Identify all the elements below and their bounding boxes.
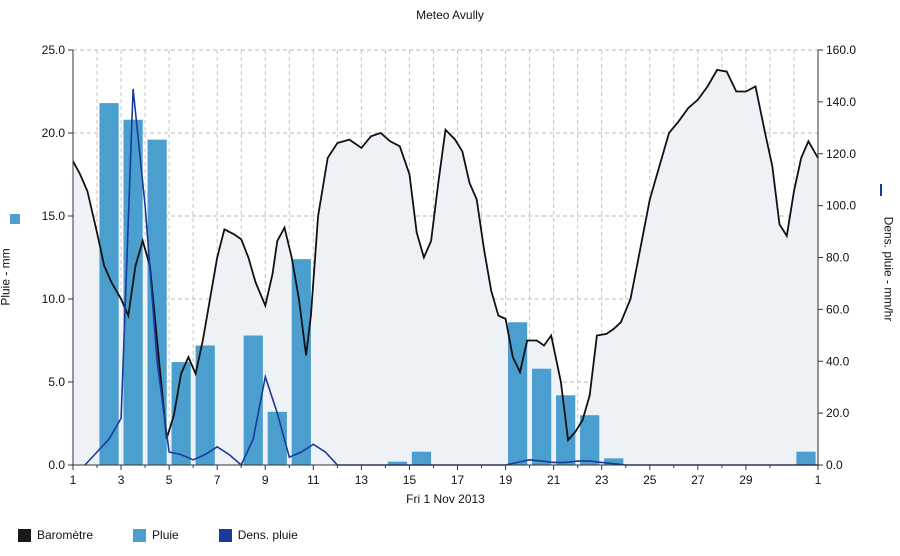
legend-swatch-dens-pluie bbox=[218, 528, 232, 542]
x-tick-label: 13 bbox=[355, 473, 369, 487]
legend-label-dens-pluie: Dens. pluie bbox=[237, 528, 298, 542]
y-axis-left-label: Pluie - mm bbox=[0, 248, 13, 306]
y-left-tick-label: 0.0 bbox=[48, 458, 65, 472]
pluie-bar bbox=[556, 395, 576, 465]
pluie-bar bbox=[243, 335, 263, 465]
pluie-bar bbox=[796, 451, 816, 465]
y-right-tick-label: 140.0 bbox=[826, 95, 856, 109]
x-tick-label: 9 bbox=[262, 473, 269, 487]
x-tick-label: 23 bbox=[595, 473, 609, 487]
x-tick-label: 1 bbox=[815, 473, 822, 487]
y-right-tick-label: 0.0 bbox=[826, 458, 843, 472]
x-tick-label: 7 bbox=[214, 473, 221, 487]
legend-swatch-pluie bbox=[133, 528, 147, 542]
legend-item-dens-pluie[interactable]: Dens. pluie bbox=[218, 528, 298, 542]
x-tick-label: 21 bbox=[547, 473, 561, 487]
series-lines bbox=[72, 68, 819, 467]
right-axis-series-marker bbox=[880, 184, 882, 196]
pluie-bar bbox=[195, 345, 215, 465]
legend-label-pluie: Pluie bbox=[152, 528, 179, 542]
x-tick-label: 11 bbox=[307, 473, 320, 487]
pluie-bar bbox=[99, 103, 119, 466]
x-tick-label: 25 bbox=[643, 473, 657, 487]
x-tick-label: 1 bbox=[70, 473, 77, 487]
pluie-bar bbox=[267, 411, 287, 465]
y-right-tick-label: 60.0 bbox=[826, 302, 850, 316]
x-tick-label: 5 bbox=[166, 473, 173, 487]
pluie-bar bbox=[171, 362, 191, 465]
pluie-bar bbox=[387, 461, 408, 465]
chart-title: Meteo Avully bbox=[416, 8, 484, 22]
barometre-line bbox=[72, 68, 819, 443]
legend-swatch-barometre bbox=[18, 528, 31, 542]
x-tick-label: 19 bbox=[499, 473, 513, 487]
y-left-tick-label: 10.0 bbox=[42, 292, 66, 306]
legend: Baromètre Pluie Dens. pluie bbox=[18, 528, 338, 542]
pluie-bar bbox=[291, 259, 311, 465]
pluie-bar bbox=[411, 451, 432, 465]
legend-item-pluie[interactable]: Pluie bbox=[133, 528, 179, 542]
y-left-tick-label: 20.0 bbox=[42, 126, 66, 140]
x-tick-label: 3 bbox=[118, 473, 125, 487]
pluie-bar bbox=[604, 458, 624, 465]
x-tick-label: 27 bbox=[691, 473, 705, 487]
y-left-tick-label: 15.0 bbox=[42, 209, 66, 223]
x-tick-label: 29 bbox=[739, 473, 753, 487]
legend-label-barometre: Baromètre bbox=[37, 528, 94, 542]
pluie-bar bbox=[580, 415, 600, 465]
y-right-tick-label: 100.0 bbox=[826, 199, 856, 213]
y-left-tick-label: 5.0 bbox=[48, 375, 65, 389]
y-right-tick-label: 20.0 bbox=[826, 406, 850, 420]
x-tick-label: 15 bbox=[403, 473, 417, 487]
y-right-tick-label: 40.0 bbox=[826, 354, 850, 368]
left-axis-series-marker bbox=[10, 214, 20, 224]
y-left-tick-label: 25.0 bbox=[42, 43, 66, 57]
x-tick-label: 17 bbox=[451, 473, 465, 487]
y-right-tick-label: 120.0 bbox=[826, 147, 856, 161]
y-right-tick-label: 160.0 bbox=[826, 43, 856, 57]
pluie-bar bbox=[532, 368, 552, 465]
y-right-tick-label: 80.0 bbox=[826, 251, 850, 265]
x-axis-label: Fri 1 Nov 2013 bbox=[406, 492, 485, 506]
dens-pluie-line bbox=[84, 88, 818, 467]
y-axis-right-label: Dens. pluie - mm/hr bbox=[881, 216, 896, 322]
tick-labels: 0.0 5.0 10.0 15.0 20.0 25.0 0.0 20.0 40.0 60.0 80.… bbox=[42, 43, 857, 506]
legend-item-barometre[interactable]: Baromètre bbox=[18, 528, 93, 542]
